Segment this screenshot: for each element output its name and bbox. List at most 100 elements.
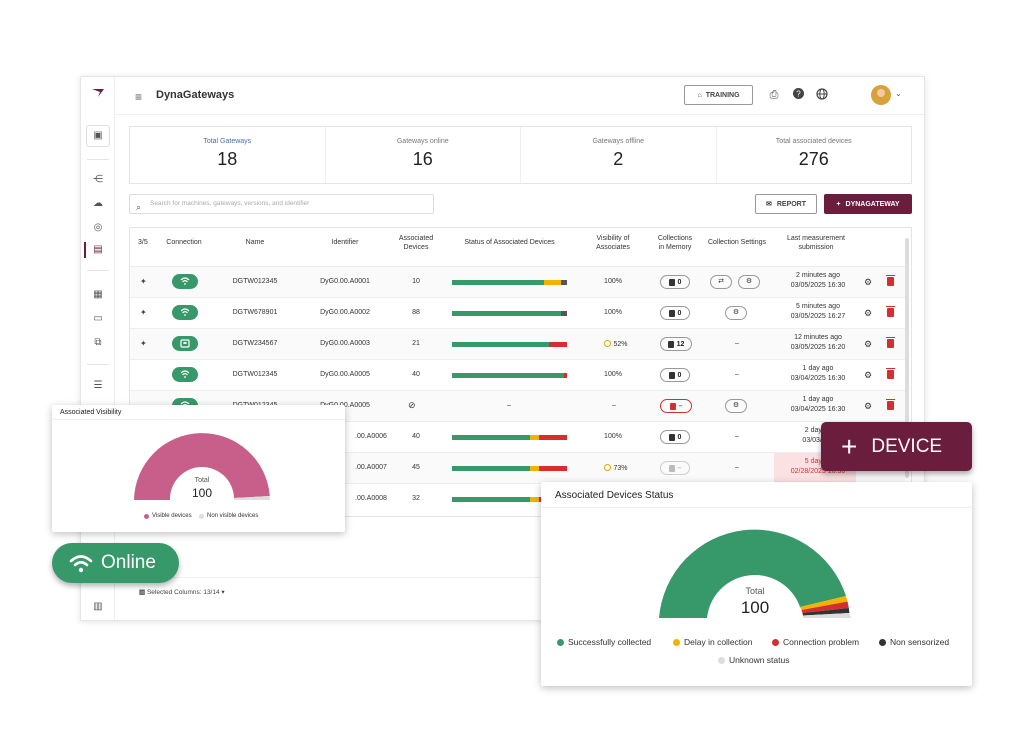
report-button[interactable]: ✉ REPORT	[755, 194, 817, 214]
gauge-success-segment	[659, 529, 846, 618]
header-status[interactable]: Status of Associated Devices	[464, 239, 555, 246]
header-last-measurement[interactable]: Last measurement submission	[773, 234, 859, 252]
top-bar: ≡ DynaGateways ⌂ TRAINING ⎙ ? ⌄	[115, 77, 924, 115]
row-identifier: DyG0.00.A0003	[320, 340, 370, 347]
print-icon[interactable]: ⎙	[769, 89, 779, 101]
header-name[interactable]: Name	[245, 239, 265, 246]
settings-chip[interactable]: ⚙	[725, 399, 747, 413]
pin-icon[interactable]: ✦	[140, 339, 147, 348]
pin-icon[interactable]: ✦	[140, 277, 147, 286]
sd-card-icon	[668, 371, 675, 379]
memory-chip[interactable]: 12	[660, 337, 692, 351]
gear-icon[interactable]: ⚙	[864, 308, 873, 318]
column-selector[interactable]: ▥ Selected Columns: 13/14 ▾	[139, 588, 225, 596]
table-row[interactable]: DGTW012345 DyG0.00.A0005 40 100% 0 – 1 d…	[130, 359, 905, 390]
memory-chip[interactable]: –	[660, 399, 692, 413]
gauge-delay-segment	[800, 596, 848, 610]
chart-icon[interactable]: ▦	[93, 289, 103, 300]
gauge-total-label: Total	[745, 586, 764, 596]
training-button[interactable]: ⌂ TRAINING	[684, 85, 753, 105]
gear-icon[interactable]: ⚙	[864, 277, 873, 287]
table-row[interactable]: ✦ DGTW678901 DyG0.00.A0002 88 100% 0 ⚙ 5…	[130, 297, 905, 328]
row-last-date: 03/05/2025 16:30	[790, 282, 846, 289]
header-associated[interactable]: Associated Devices	[392, 234, 440, 252]
list-icon[interactable]: ☰	[93, 380, 103, 391]
add-device-button[interactable]: + DEVICE	[821, 422, 972, 471]
columns-label: Selected Columns: 13/14	[146, 589, 220, 596]
gateway-icon[interactable]: ▤	[93, 244, 103, 255]
cloud-icon[interactable]: ☁	[93, 198, 103, 209]
caret-down-icon: ▾	[221, 589, 225, 596]
memory-chip[interactable]: 0	[660, 306, 690, 320]
header-identifier[interactable]: Identifier	[331, 239, 359, 246]
stat-gateways-online: Gateways online 16	[326, 127, 521, 183]
rail-divider	[87, 270, 109, 271]
table-row[interactable]: ✦ DGTW234567 DyG0.00.A0003 21 52% 12 – 1…	[130, 328, 905, 359]
row-last-relative: 12 minutes ago	[794, 334, 842, 341]
memory-chip[interactable]: 0	[660, 368, 690, 382]
settings-chip[interactable]: ⚙	[725, 306, 747, 320]
settings-chip[interactable]: ⇄	[710, 275, 732, 289]
header-collections-line2: in Memory	[658, 244, 692, 251]
plus-icon: +	[841, 430, 858, 462]
table-header: 3/5 Connection Name Identifier Associate…	[130, 228, 911, 266]
legend-delay: Delay in collection	[673, 637, 753, 647]
search-input[interactable]: ⌕ Search for machines, gateways, version…	[129, 194, 434, 214]
add-dynagateway-button[interactable]: + DYNAGATEWAY	[824, 194, 912, 214]
gear-icon[interactable]: ⚙	[864, 401, 873, 411]
globe-icon[interactable]	[815, 88, 829, 102]
table-row[interactable]: .00.A0006 40 100% 0 – 2 days a 03/03/202	[130, 421, 905, 452]
row-devices: 45	[412, 464, 420, 471]
trash-icon[interactable]	[886, 275, 895, 286]
row-devices: 21	[412, 340, 420, 347]
memory-chip[interactable]: –	[660, 461, 690, 475]
building-icon[interactable]: ▥	[93, 601, 103, 612]
mail-icon: ✉	[765, 201, 772, 208]
row-visibility: 52%	[595, 340, 637, 348]
trash-icon[interactable]	[886, 399, 895, 410]
row-last-relative: 2 days a	[804, 427, 832, 434]
menu-icon[interactable]: ≡	[135, 90, 143, 104]
table-scrollbar[interactable]	[905, 238, 909, 478]
trash-icon[interactable]	[886, 306, 895, 317]
memory-chip[interactable]: 0	[660, 430, 690, 444]
memory-count: –	[677, 464, 682, 472]
trash-icon[interactable]	[886, 337, 895, 348]
header-collections-line1: Collections	[657, 235, 693, 242]
help-icon[interactable]: ?	[791, 88, 805, 102]
avatar[interactable]	[871, 85, 891, 105]
row-identifier: .00.A0006	[355, 433, 387, 440]
header-pin[interactable]: 3/5	[138, 239, 148, 246]
copy-icon[interactable]: ⧉	[94, 337, 102, 348]
pin-icon[interactable]: ✦	[140, 308, 147, 317]
document-icon[interactable]: ▭	[93, 313, 103, 324]
legend-success: Successfully collected	[557, 637, 651, 647]
row-name: DGTW678901	[232, 309, 278, 316]
target-icon[interactable]: ◎	[93, 222, 103, 233]
active-indicator	[84, 242, 86, 258]
header-settings[interactable]: Collection Settings	[708, 239, 766, 246]
stat-label: Gateways online	[396, 138, 449, 145]
gear-icon[interactable]: ⚙	[864, 339, 873, 349]
header-connection[interactable]: Connection	[166, 239, 202, 246]
stat-value: 18	[217, 149, 238, 169]
gear-icon[interactable]: ⚙	[864, 370, 873, 380]
row-settings: –	[735, 371, 739, 378]
table-footer: ▥ Selected Columns: 13/14 ▾	[129, 577, 912, 605]
table-row[interactable]: ✦ DGTW012345 DyG0.00.A0001 10 100% 0 ⇄ ⚙…	[130, 266, 905, 297]
row-visibility: 100%	[604, 278, 622, 285]
header-visibility[interactable]: Visibility of Associates	[588, 234, 638, 252]
wifi-status-badge	[172, 367, 198, 382]
memory-chip[interactable]: 0	[660, 275, 690, 289]
trash-icon[interactable]	[886, 368, 895, 379]
nav-rail: ▣ ⋲ ☁ ◎ ▤ ▦ ▭ ⧉ ☰ ▥	[81, 77, 115, 620]
ethernet-status-badge	[172, 336, 198, 351]
header-collections[interactable]: Collections in Memory	[650, 234, 700, 252]
legend-nonsensorized: Non sensorized	[879, 637, 949, 647]
nodes-icon[interactable]: ⋲	[93, 174, 103, 185]
sitemap-button[interactable]: ▣	[86, 125, 110, 147]
search-placeholder: Search for machines, gateways, versions,…	[150, 200, 310, 207]
chevron-down-icon[interactable]: ⌄	[895, 89, 902, 98]
settings-chip[interactable]: ⚙	[738, 275, 760, 289]
row-last-relative: 5 days a	[804, 458, 832, 465]
